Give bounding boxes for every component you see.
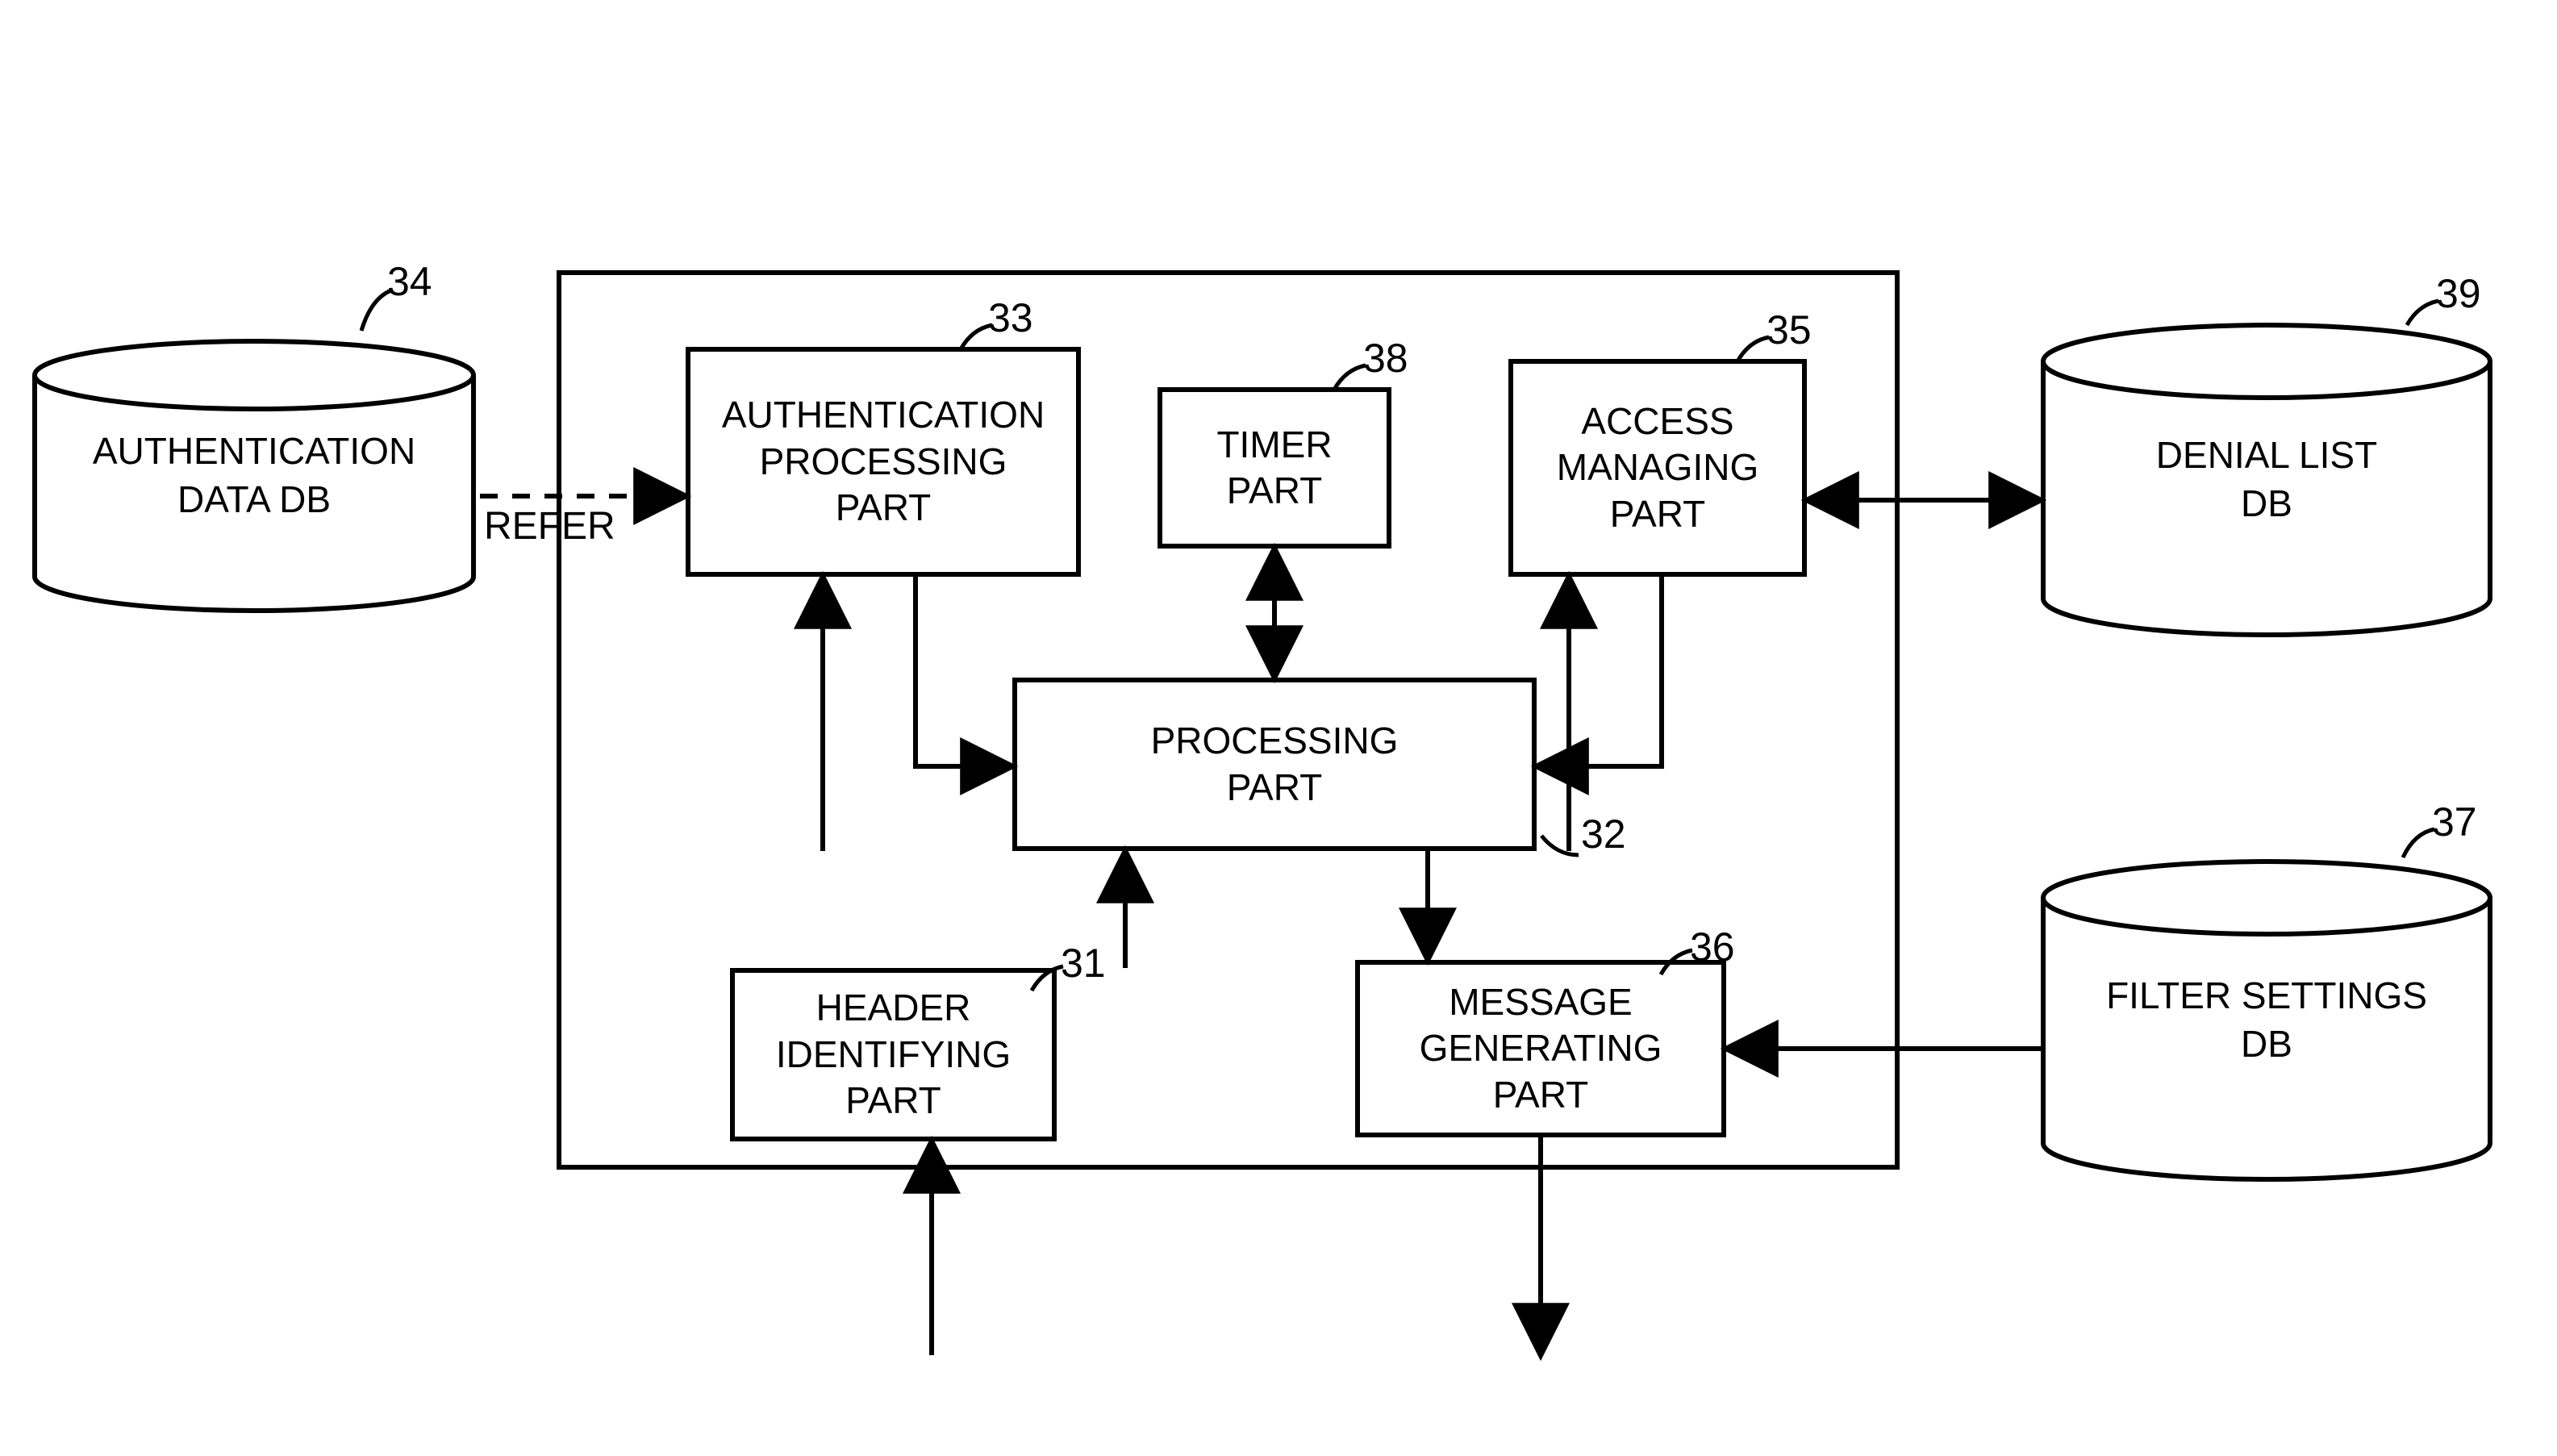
denial-list-db-label: DENIAL LISTDB bbox=[2156, 432, 2377, 528]
authentication-data-db-label: AUTHENTICATIONDATA DB bbox=[93, 428, 415, 524]
diagram-edges bbox=[0, 0, 2557, 1456]
refer-label: REFER bbox=[484, 504, 615, 549]
filter-settings-db-label: FILTER SETTINGSDB bbox=[2106, 972, 2427, 1069]
diagram-canvas: AUTHENTICATIONDATA DB 34 AUTHENTICATIONP… bbox=[0, 0, 2557, 1456]
